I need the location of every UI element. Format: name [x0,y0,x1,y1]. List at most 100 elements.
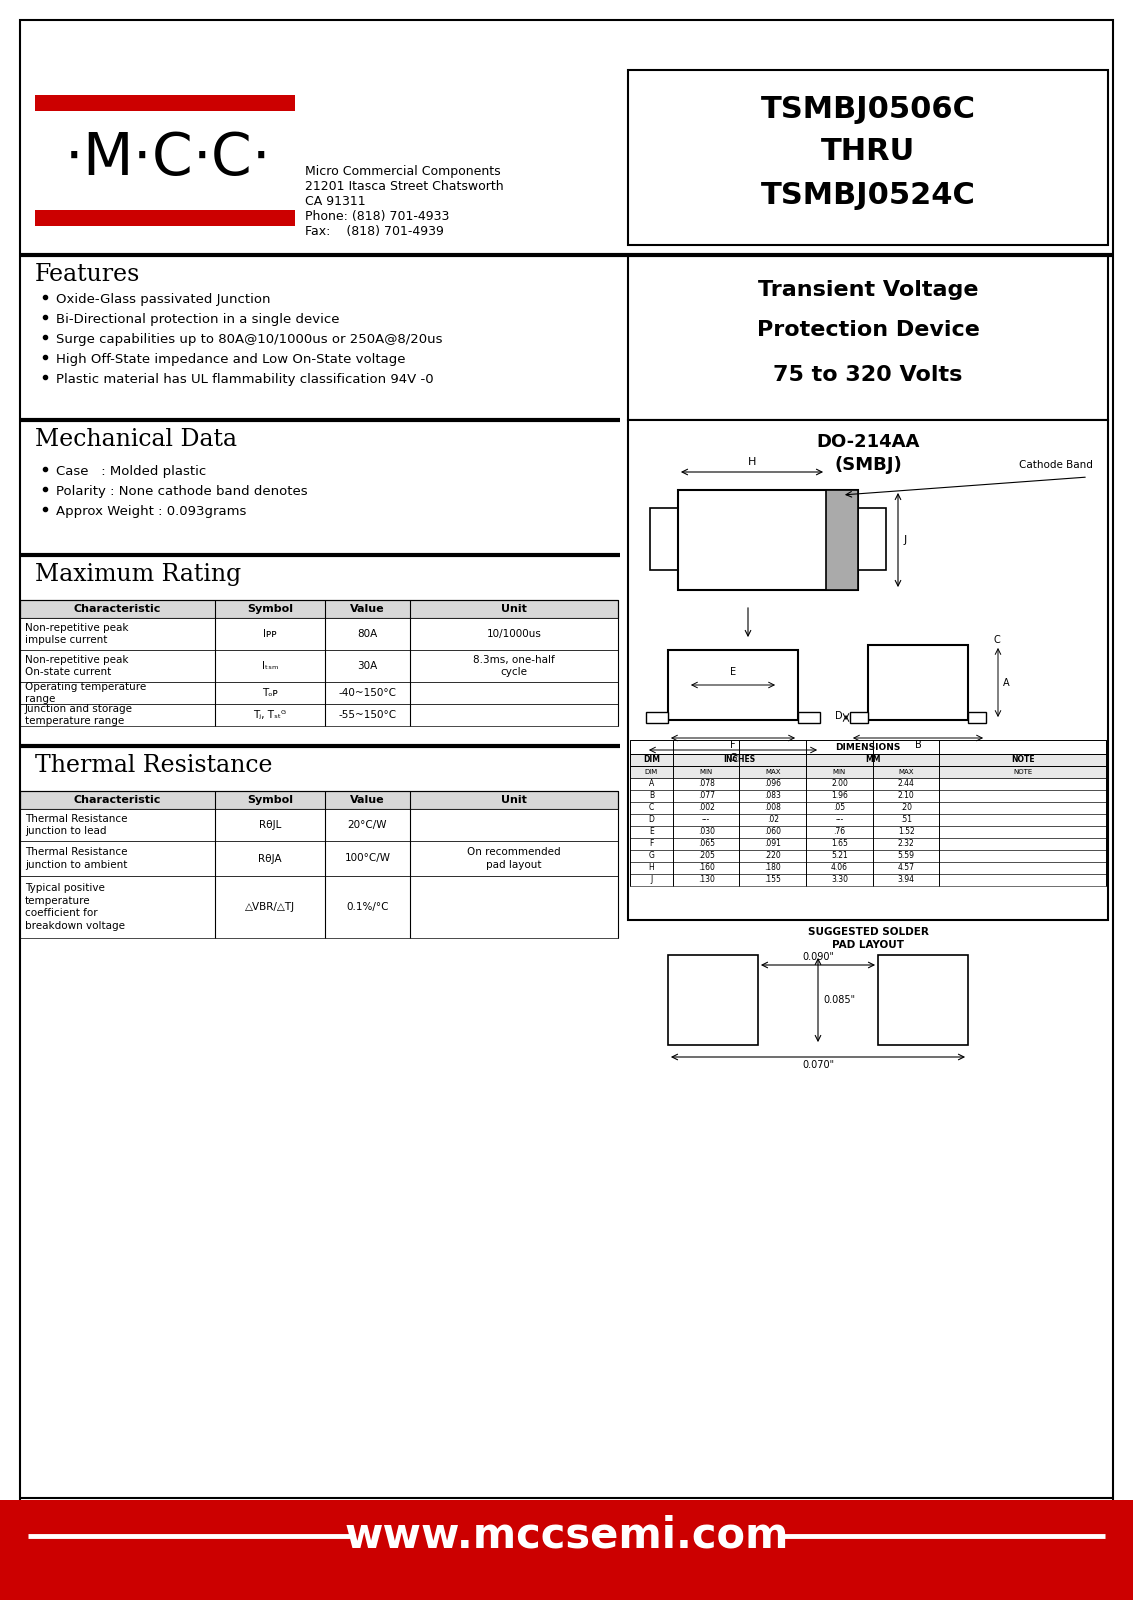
Text: .155: .155 [765,875,782,885]
Text: .130: .130 [698,875,715,885]
Text: On recommended
pad layout: On recommended pad layout [467,848,561,870]
Text: 8.3ms, one-half
cycle: 8.3ms, one-half cycle [474,654,555,677]
Bar [20,600,617,618]
Bar [678,490,858,590]
Text: MAX: MAX [765,770,781,774]
Text: .51: .51 [900,816,912,824]
Text: .083: .083 [765,792,782,800]
Text: 80A: 80A [357,629,377,638]
Text: E: E [649,827,654,837]
Bar [878,955,968,1045]
Text: 21201 Itasca Street Chatsworth: 21201 Itasca Street Chatsworth [305,179,504,194]
Text: Unit: Unit [501,603,527,614]
Text: Protection Device: Protection Device [757,320,979,341]
Text: DIM: DIM [645,770,658,774]
Text: H: H [648,864,654,872]
Text: Value: Value [350,795,385,805]
Text: 4.06: 4.06 [830,864,847,872]
Text: Tⱼ, Tₛₜᴳ: Tⱼ, Tₛₜᴳ [254,710,287,720]
Bar [20,810,617,842]
Text: .008: .008 [765,803,782,813]
Bar [20,682,617,704]
Bar [20,877,617,938]
Text: A: A [1003,677,1010,688]
Text: 0.1%/°C: 0.1%/°C [347,902,389,912]
Bar [630,838,1106,850]
Text: G: G [730,754,736,763]
Text: MM: MM [864,755,880,765]
Bar [628,419,1108,920]
Bar [630,766,1106,778]
Text: -40~150°C: -40~150°C [339,688,397,698]
Text: 4.57: 4.57 [897,864,914,872]
Text: Cathode Band: Cathode Band [1019,461,1093,470]
Text: 5.59: 5.59 [897,851,914,861]
Bar [630,790,1106,802]
Bar [650,509,678,570]
Text: .096: .096 [765,779,782,789]
Text: △VBR/△TJ: △VBR/△TJ [245,902,295,912]
Text: .02: .02 [767,816,778,824]
Polygon shape [850,712,868,723]
Bar [20,790,617,810]
Text: 2.10: 2.10 [897,792,914,800]
Text: RθJA: RθJA [258,853,282,864]
Text: TSMBJ0506C: TSMBJ0506C [760,96,976,125]
Bar [20,618,617,650]
Polygon shape [968,712,986,723]
Text: Junction and storage
temperature range: Junction and storage temperature range [25,704,133,726]
Text: (SMBJ): (SMBJ) [834,456,902,474]
Bar [0,1501,1133,1600]
Polygon shape [646,712,668,723]
Text: 0.090": 0.090" [802,952,834,962]
Bar [630,874,1106,886]
Text: 100°C/W: 100°C/W [344,853,391,864]
Text: B: B [649,792,654,800]
Text: 3.94: 3.94 [897,875,914,885]
Bar [858,509,886,570]
Bar [868,645,968,720]
Text: INCHES: INCHES [723,755,756,765]
Text: 5.21: 5.21 [832,851,847,861]
Text: .20: .20 [900,803,912,813]
Bar [628,254,1108,419]
Text: ---: --- [702,816,710,824]
Text: 1.65: 1.65 [830,840,847,848]
Text: Polarity : None cathode band denotes: Polarity : None cathode band denotes [56,485,308,498]
Text: www.mccsemi.com: www.mccsemi.com [344,1515,789,1557]
Text: Characteristic: Characteristic [74,603,161,614]
Bar [668,955,758,1045]
Text: NOTE: NOTE [1011,755,1034,765]
Polygon shape [798,712,820,723]
Text: -55~150°C: -55~150°C [339,710,397,720]
Text: .220: .220 [765,851,781,861]
Bar [630,862,1106,874]
Bar [630,754,1106,766]
Text: 2.44: 2.44 [897,779,914,789]
Text: Phone: (818) 701-4933: Phone: (818) 701-4933 [305,210,450,222]
Text: D: D [648,816,655,824]
Text: THRU: THRU [821,138,915,166]
Text: 10/1000us: 10/1000us [486,629,542,638]
Text: 0.070": 0.070" [802,1059,834,1070]
Text: Micro Commercial Components: Micro Commercial Components [305,165,501,178]
Text: Thermal Resistance: Thermal Resistance [35,754,273,778]
Text: 20°C/W: 20°C/W [348,819,387,830]
Bar [630,826,1106,838]
Bar [35,94,295,110]
Bar [630,739,1106,754]
Text: .030: .030 [698,827,715,837]
Text: F: F [649,840,654,848]
Text: Non-repetitive peak
impulse current: Non-repetitive peak impulse current [25,622,128,645]
Text: Approx Weight : 0.093grams: Approx Weight : 0.093grams [56,506,246,518]
Bar [630,778,1106,790]
Text: F: F [730,739,735,750]
Text: Case   : Molded plastic: Case : Molded plastic [56,466,206,478]
Bar [668,650,798,720]
Text: G: G [648,851,655,861]
Text: Iₜₛₘ: Iₜₛₘ [262,661,279,670]
Text: Thermal Resistance
junction to ambient: Thermal Resistance junction to ambient [25,848,128,870]
Text: Features: Features [35,262,140,286]
Bar [35,210,295,226]
Text: $\cdot$M$\cdot$C$\cdot$C$\cdot$: $\cdot$M$\cdot$C$\cdot$C$\cdot$ [65,130,266,187]
